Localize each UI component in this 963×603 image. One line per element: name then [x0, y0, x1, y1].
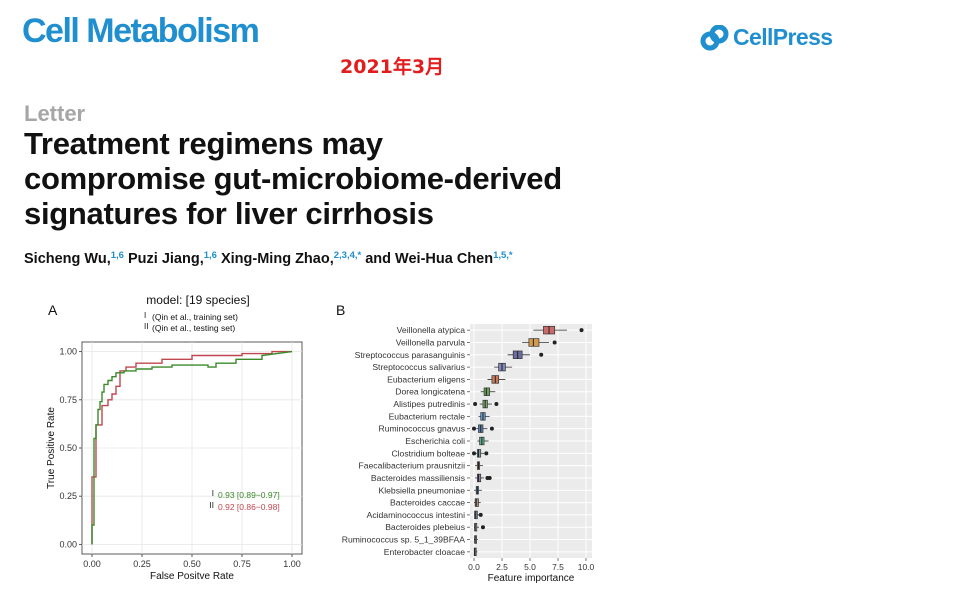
roc-curve-ii	[91, 350, 292, 545]
y-tick-label: Veillonella parvula	[396, 337, 465, 347]
author-affiliation[interactable]: 1,5,*	[493, 250, 513, 261]
legend-label: (Qin et al., training set)	[152, 312, 238, 322]
x-tick-label: 0.75	[233, 559, 251, 569]
panel-label-b: B	[336, 302, 346, 318]
legend-symbol: II	[144, 322, 148, 331]
y-tick-label: Streptococcus salivarius	[372, 362, 465, 372]
box-outlier	[472, 426, 476, 431]
roc-curve-i	[91, 350, 293, 545]
y-tick-label: 1.00	[59, 347, 77, 357]
y-tick-label: Veillonella atypica	[397, 325, 466, 335]
author-name: Sicheng Wu,	[24, 251, 111, 267]
box-outlier	[552, 340, 557, 345]
cellpress-icon	[700, 24, 729, 50]
title-line: signatures for liver cirrhosis	[24, 196, 434, 231]
box-outlier	[473, 402, 478, 407]
box-outlier	[472, 451, 476, 456]
box-outlier	[579, 328, 584, 333]
y-tick-label: Enterobacter cloacae	[384, 547, 465, 557]
y-axis-label: True Positive Rate	[46, 407, 57, 489]
x-axis-label: False Positve Rate	[150, 571, 234, 582]
author-name: Xing-Ming Zhao,	[216, 251, 334, 267]
date-annotation: 2021年3月	[340, 56, 445, 78]
x-tick-label: 0.50	[183, 559, 201, 569]
y-tick-label: Dorea longicatena	[395, 387, 465, 397]
title-line: Treatment regimens may	[24, 126, 383, 161]
x-axis-label: Feature importance	[488, 573, 575, 584]
auc-symbol: II	[210, 501, 214, 510]
panel-label-a: A	[48, 302, 58, 318]
publisher-logo: CellPress	[700, 24, 833, 51]
article-title: Treatment regimens may compromise gut-mi…	[24, 126, 664, 231]
y-tick-label: Escherichia coli	[405, 436, 465, 446]
y-tick-label: Bacteroides plebeius	[385, 522, 465, 532]
author-affiliation[interactable]: 1,6	[203, 250, 217, 261]
y-tick-label: Streptococcus parasanguinis	[355, 350, 465, 360]
author-list: Sicheng Wu,1,6 Puzi Jiang,1,6 Xing-Ming …	[24, 250, 513, 267]
y-tick-label: Eubacterium eligens	[387, 374, 465, 384]
article-type: Letter	[24, 101, 86, 126]
legend-symbol: I	[144, 311, 146, 320]
auc-symbol: I	[212, 489, 214, 498]
box-outlier	[478, 512, 483, 517]
box-body	[483, 387, 491, 396]
x-tick-label: 7.5	[552, 562, 564, 572]
author-affiliation[interactable]: 2,3,4,*	[333, 250, 362, 261]
y-tick-label: Faecalibacterium prausnitzii	[358, 461, 465, 471]
x-tick-label: 0.00	[83, 559, 101, 569]
y-tick-label: Alistipes putredinis	[393, 399, 465, 409]
box-body	[477, 473, 482, 483]
x-tick-label: 2.5	[496, 562, 508, 572]
auc-label: 0.92 [0.86−0.98]	[218, 502, 280, 512]
y-tick-label: Bacteroides massiliensis	[371, 473, 465, 483]
box-body	[528, 338, 540, 347]
y-tick-label: 0.25	[59, 491, 77, 501]
y-tick-label: 0.50	[59, 443, 77, 453]
y-tick-label: Eubacterium rectale	[389, 411, 466, 421]
y-tick-label: Clostridium bolteae	[391, 448, 465, 458]
y-tick-label: Bacteroides caccae	[390, 498, 465, 508]
y-tick-label: 0.75	[59, 395, 77, 405]
box-outlier	[484, 451, 489, 456]
author-name: and Wei-Hua Chen	[361, 251, 494, 267]
box-outlier	[480, 525, 485, 530]
title-line: compromise gut-microbiome-derived	[24, 161, 562, 196]
y-tick-label: 0.00	[59, 539, 77, 549]
box-outlier	[494, 402, 499, 407]
box-outlier	[489, 426, 494, 431]
author-affiliation[interactable]: 1,6	[110, 250, 124, 261]
box-body	[477, 449, 482, 458]
x-tick-label: 10.0	[578, 562, 595, 572]
x-tick-label: 5.0	[524, 562, 536, 572]
publisher-name: CellPress	[733, 24, 833, 50]
y-tick-label: Ruminococcus gnavus	[379, 424, 465, 434]
box-outlier	[487, 475, 492, 480]
y-tick-label: Klebsiella pneumoniae	[379, 485, 466, 495]
box-outlier	[539, 352, 544, 357]
x-tick-label: 0.0	[468, 562, 480, 572]
box-body	[474, 523, 478, 532]
box-body	[474, 498, 479, 507]
x-tick-label: 1.00	[283, 559, 301, 569]
legend-label: (Qin et al., testing set)	[152, 323, 235, 333]
x-tick-label: 0.25	[133, 559, 151, 569]
roc-chart: model: [19 species]I (Qin et al., trainin…	[46, 293, 303, 582]
y-tick-label: Ruminococcus sp. 5_1_39BFAA	[342, 535, 466, 545]
auc-label: 0.93 [0.89−0.97]	[218, 490, 280, 500]
author-name: Puzi Jiang,	[123, 251, 204, 267]
journal-title: Cell Metabolism	[22, 12, 260, 50]
y-tick-label: Acidaminococcus intestini	[367, 510, 465, 520]
chart-title: model: [19 species]	[146, 293, 249, 307]
